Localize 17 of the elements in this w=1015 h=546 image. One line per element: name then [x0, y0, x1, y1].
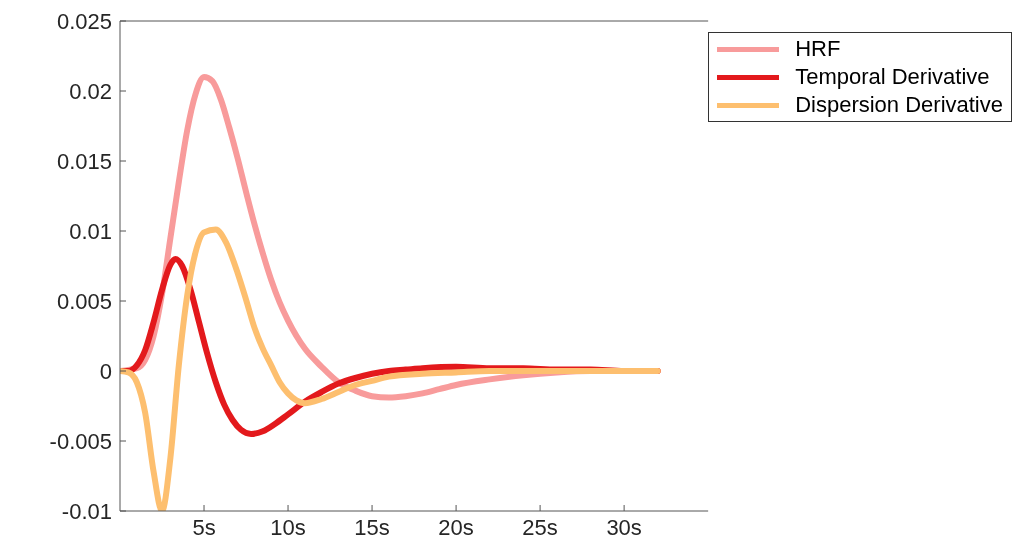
- legend-label: Temporal Derivative: [795, 63, 990, 91]
- y-tick-label: -0.01: [61, 498, 112, 524]
- y-tick-label: 0.015: [56, 148, 112, 174]
- y-tick-label: 0.02: [69, 78, 112, 104]
- legend-label: Dispersion Derivative: [795, 91, 1003, 119]
- y-tick-label: 0.005: [56, 288, 112, 314]
- x-tick-label: 30s: [606, 514, 642, 540]
- x-tick-label: 5s: [192, 514, 216, 540]
- y-tick-label: 0.025: [56, 8, 112, 34]
- x-tick-label: 10s: [270, 514, 306, 540]
- x-tick-label: 25s: [522, 514, 558, 540]
- y-tick-label: 0: [99, 358, 112, 384]
- x-tick-label: 15s: [354, 514, 390, 540]
- legend-label: HRF: [795, 35, 841, 63]
- y-tick-label: 0.01: [69, 218, 112, 244]
- x-tick-label: 20s: [438, 514, 474, 540]
- y-tick-label: -0.005: [49, 428, 112, 454]
